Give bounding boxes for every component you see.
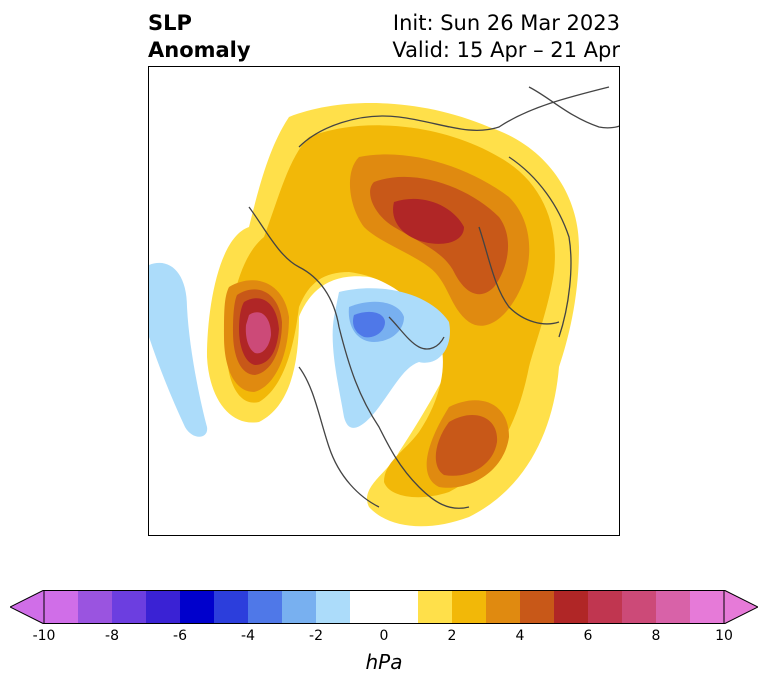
slp-anomaly-map [148, 66, 620, 536]
colorbar-cell [350, 590, 385, 624]
colorbar-tick-label: 10 [715, 628, 733, 644]
colorbar-cell [622, 590, 657, 624]
colorbar-tick-label: -2 [309, 628, 323, 644]
colorbar-tick-label: -10 [32, 628, 56, 644]
coastlines [248, 86, 619, 509]
colorbar-border [43, 590, 725, 624]
init-date-label: Init: Sun 26 Mar 2023 [392, 11, 620, 35]
map-canvas [149, 86, 619, 527]
colorbar-tick-label: 6 [583, 628, 593, 644]
map-title: SLP Anomaly [148, 10, 251, 64]
colorbar-tick-label: 2 [447, 628, 457, 644]
colorbar-cell [656, 590, 691, 624]
colorbar-cell [180, 590, 215, 624]
title-line-2: Anomaly [148, 38, 251, 62]
colorbar-cell [282, 590, 317, 624]
colorbar-tick-label: 0 [379, 628, 389, 644]
valid-range-label: Valid: 15 Apr – 21 Apr [392, 38, 620, 62]
colorbar-cell [78, 590, 113, 624]
colorbar-tick-label: -6 [173, 628, 187, 644]
colorbar-cell [146, 590, 181, 624]
colorbar-extend-max [723, 590, 758, 624]
colorbar-cell [690, 590, 725, 624]
colorbar [10, 590, 758, 624]
colorbar-cell [486, 590, 521, 624]
negative-anomaly-central-3 [353, 311, 385, 338]
colorbar-cell [248, 590, 283, 624]
colorbar-cell [554, 590, 589, 624]
colorbar-cell [520, 590, 555, 624]
colorbar-extend-min [10, 590, 45, 624]
colorbar-cell [44, 590, 79, 624]
colorbar-cell [452, 590, 487, 624]
positive-anomaly-5 [233, 176, 509, 476]
title-line-1: SLP [148, 11, 192, 35]
colorbar-cell [384, 590, 419, 624]
colorbar-cell [418, 590, 453, 624]
forecast-info: Init: Sun 26 Mar 2023 Valid: 15 Apr – 21… [392, 10, 620, 64]
colorbar-tick-label: -8 [105, 628, 119, 644]
colorbar-cell [112, 590, 147, 624]
positive-anomaly-8 [245, 312, 271, 354]
colorbar-tick-label: 4 [515, 628, 525, 644]
colorbar-tick-label: 8 [651, 628, 661, 644]
colorbar-cell [214, 590, 249, 624]
colorbar-cell [588, 590, 623, 624]
colorbar-cell [316, 590, 351, 624]
negative-anomaly-west [149, 262, 208, 437]
colorbar-tick-label: -4 [241, 628, 255, 644]
colorbar-units-label: hPa [365, 650, 403, 674]
